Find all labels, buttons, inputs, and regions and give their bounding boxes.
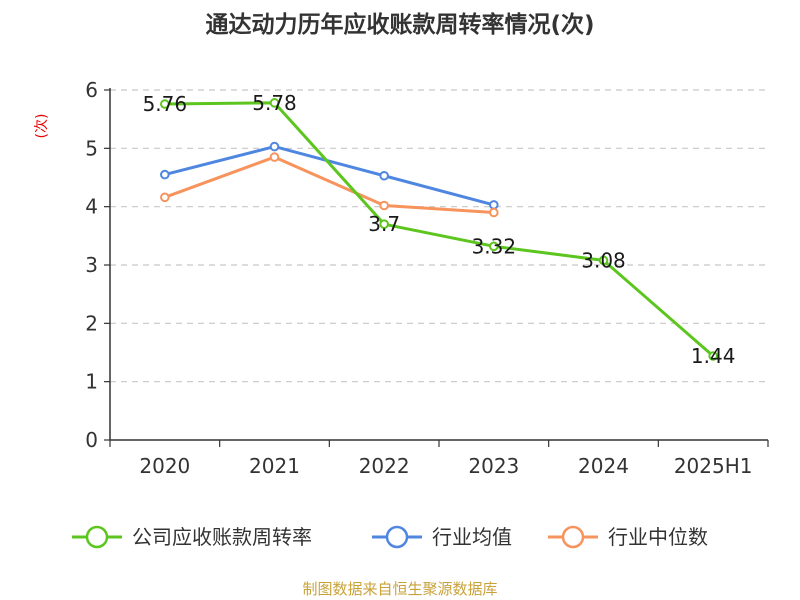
data-point (379, 200, 389, 211)
x-tick-label: 2022 (359, 454, 410, 478)
x-tick-label: 2020 (139, 454, 190, 478)
x-tick-label: 2024 (578, 454, 629, 478)
data-label: 5.76 (143, 92, 188, 116)
series-lines (160, 98, 718, 361)
y-tick-label: 4 (85, 195, 98, 219)
data-point (269, 98, 280, 108)
data-point (160, 192, 170, 203)
data-point (489, 241, 499, 252)
y-tick-label: 0 (85, 428, 98, 452)
y-tick-label: 6 (85, 78, 98, 102)
data-point (269, 141, 280, 152)
y-tick-label: 5 (85, 136, 98, 160)
data-point (160, 169, 170, 180)
data-label: 3.32 (472, 234, 517, 258)
data-point (489, 200, 499, 210)
series-line-1 (164, 145, 495, 207)
data-point (489, 207, 499, 218)
y-axis-unit-label: (次) (34, 114, 50, 139)
data-label: 3.08 (581, 248, 626, 272)
source-note: 制图数据来自恒生聚源数据库 (302, 580, 497, 598)
data-labels: 5.76 5.78 3.7 3.32 3.08 1.44 (143, 91, 736, 368)
x-tick-label: 2023 (468, 454, 519, 478)
y-tick-label: 3 (85, 253, 98, 277)
data-point (708, 351, 718, 361)
legend-marker-1 (385, 525, 409, 549)
series-line-0 (164, 101, 715, 358)
x-tick-label: 2025H1 (674, 454, 753, 478)
legend-label-0: 公司应收账款周转率 (132, 525, 312, 549)
data-point (379, 170, 389, 181)
legend-marker-0 (85, 525, 109, 549)
data-point (269, 152, 280, 162)
data-point (379, 219, 389, 229)
axes: 0 1 2 3 4 5 6 2020 2021 2022 2023 2024 2025H1 (85, 78, 769, 478)
legend-marker-2 (561, 525, 585, 549)
legend-label-1: 行业均值 (432, 525, 512, 549)
legend: 公司应收账款周转率 行业均值 行业中位数 (72, 525, 708, 549)
chart-title: 通达动力历年应收账款周转率情况(次) (205, 11, 594, 38)
data-label: 3.7 (368, 212, 400, 236)
y-tick-label: 1 (85, 370, 98, 394)
legend-label-2: 行业中位数 (608, 525, 708, 549)
series-line-2 (164, 155, 494, 214)
data-point (598, 255, 609, 266)
data-label: 1.44 (691, 344, 736, 368)
data-point (160, 99, 170, 109)
data-label: 5.78 (252, 91, 297, 115)
x-tick-label: 2021 (249, 454, 300, 478)
y-tick-label: 2 (85, 311, 98, 335)
